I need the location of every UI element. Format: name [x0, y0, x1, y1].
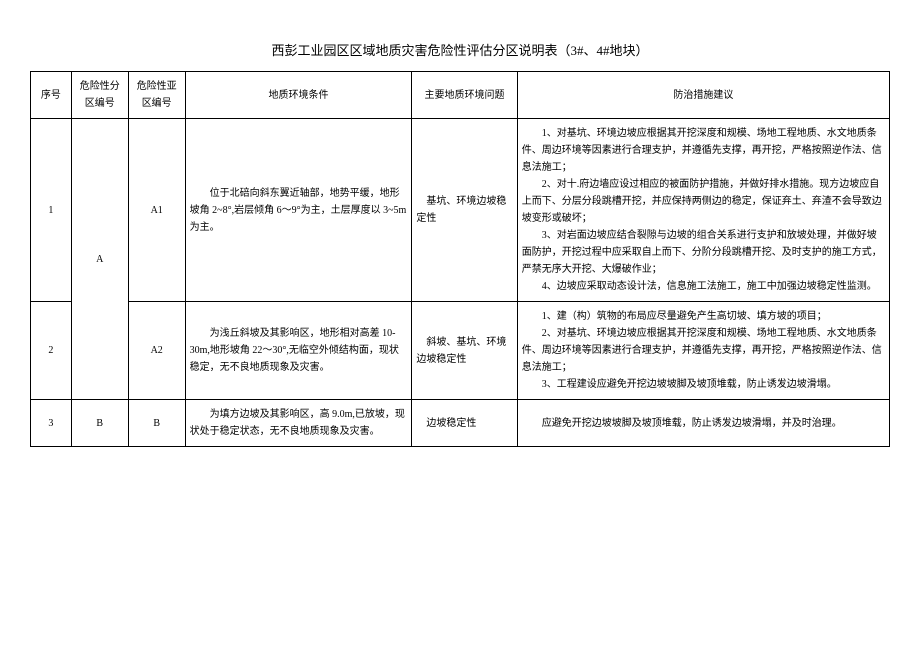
table-row: 2 A2 为浅丘斜坡及其影响区，地形相对高差 10-30m,地形坡角 22～30… [31, 302, 890, 400]
rec-line: 3、工程建设应避免开挖边坡坡脚及坡顶堆载，防止诱发边坡滑塌。 [522, 376, 885, 393]
rec-line: 3、对岩面边坡应结合裂隙与边坡的组合关系进行支护和放坡处理，并做好坡面防护，开挖… [522, 227, 885, 278]
cell-sub: A2 [128, 302, 185, 400]
cell-env: 为填方边坡及其影响区，高 9.0m,已放坡，现状处于稳定状态，无不良地质现象及灾… [185, 400, 412, 447]
rec-line: 4、边坡应采取动态设计法，信息施工法施工，施工中加强边坡稳定性监测。 [522, 278, 885, 295]
header-zone: 危险性分区编号 [71, 72, 128, 119]
header-idx: 序号 [31, 72, 72, 119]
cell-sub: B [128, 400, 185, 447]
cell-idx: 3 [31, 400, 72, 447]
header-sub: 危险性亚区编号 [128, 72, 185, 119]
header-issue: 主要地质环境问题 [412, 72, 517, 119]
table-row: 3 B B 为填方边坡及其影响区，高 9.0m,已放坡，现状处于稳定状态，无不良… [31, 400, 890, 447]
cell-env: 位于北碚向斜东翼近轴部，地势平缓，地形坡角 2~8°,岩层倾角 6～9°为主，土… [185, 119, 412, 302]
page-title: 西彭工业园区区域地质灾害危险性评估分区说明表（3#、4#地块） [30, 40, 890, 59]
cell-zone: B [71, 400, 128, 447]
cell-issue: 斜坡、基坑、环境边坡稳定性 [412, 302, 517, 400]
rec-line: 2、对十.府边墙应设过相应的被面防护措施，并做好排水措施。现方边坡应自上而下、分… [522, 176, 885, 227]
table-row: 1 A A1 位于北碚向斜东翼近轴部，地势平缓，地形坡角 2~8°,岩层倾角 6… [31, 119, 890, 302]
cell-rec: 1、对基坑、环境边坡应根据其开挖深度和规模、场地工程地质、水文地质条件、周边环境… [517, 119, 889, 302]
cell-issue: 边坡稳定性 [412, 400, 517, 447]
rec-line: 2、对基坑、环境边坡应根据其开挖深度和规模、场地工程地质、水文地质条件、周边环境… [522, 325, 885, 376]
table-header-row: 序号 危险性分区编号 危险性亚区编号 地质环境条件 主要地质环境问题 防治措施建… [31, 72, 890, 119]
cell-rec: 1、建（构）筑物的布局应尽量避免产生高切坡、填方坡的项目； 2、对基坑、环境边坡… [517, 302, 889, 400]
rec-line: 1、建（构）筑物的布局应尽量避免产生高切坡、填方坡的项目； [522, 308, 885, 325]
cell-sub: A1 [128, 119, 185, 302]
assessment-table: 序号 危险性分区编号 危险性亚区编号 地质环境条件 主要地质环境问题 防治措施建… [30, 71, 890, 447]
header-env: 地质环境条件 [185, 72, 412, 119]
cell-issue: 基坑、环境边坡稳定性 [412, 119, 517, 302]
cell-idx: 1 [31, 119, 72, 302]
rec-line: 1、对基坑、环境边坡应根据其开挖深度和规模、场地工程地质、水文地质条件、周边环境… [522, 125, 885, 176]
cell-env: 为浅丘斜坡及其影响区，地形相对高差 10-30m,地形坡角 22～30°,无临空… [185, 302, 412, 400]
header-rec: 防治措施建议 [517, 72, 889, 119]
cell-rec: 应避免开挖边坡坡脚及坡顶堆载，防止诱发边坡滑塌，并及时治理。 [517, 400, 889, 447]
cell-idx: 2 [31, 302, 72, 400]
cell-zone: A [71, 119, 128, 400]
